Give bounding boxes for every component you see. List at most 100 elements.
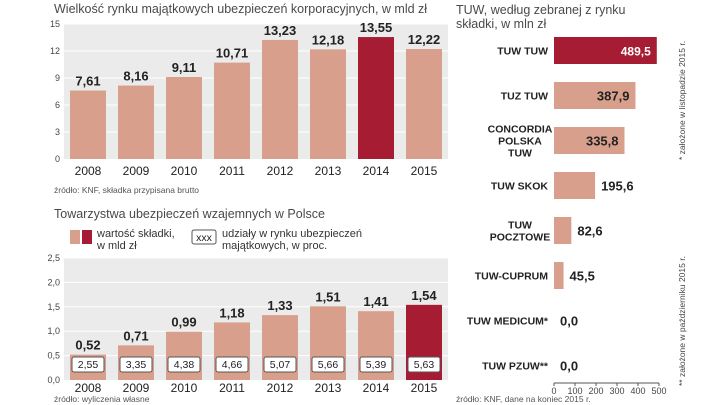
chart2-x-tick: 2013 <box>315 381 342 395</box>
chart2-value-label: 0,99 <box>171 315 196 330</box>
chart1-value-label: 13,55 <box>360 20 393 35</box>
chart3-value-label: 489,5 <box>621 45 651 59</box>
chart1-value-label: 9,11 <box>172 60 197 75</box>
chart2-value-label: 1,54 <box>411 288 437 303</box>
chart2-share-value: 5,66 <box>318 359 339 371</box>
chart3-category-label: TUW MEDICUM* <box>467 316 549 328</box>
chart3-bar <box>554 172 596 199</box>
legend-share-box <box>191 229 217 245</box>
chart2-value-label: 0,71 <box>123 328 148 343</box>
chart2-value-label: 0,52 <box>75 338 100 353</box>
chart1-x-tick: 2013 <box>315 164 342 178</box>
chart2-share-value: 3,35 <box>126 359 147 371</box>
chart1-value-label: 12,18 <box>312 32 345 47</box>
chart3-title: TUW, według zebranej z rynku składki, w m… <box>456 3 626 31</box>
chart2-x-tick: 2010 <box>171 381 198 395</box>
chart2-y-tick: 1,5 <box>47 302 60 312</box>
chart3-bar <box>554 82 636 109</box>
chart1-value-label: 12,22 <box>408 32 441 47</box>
chart1-x-tick: 2011 <box>219 164 245 178</box>
legend-premium-label: wartość składki, w mld zł <box>96 228 175 252</box>
chart3-categories: TUW TUW TUZ TUW CONCORDIA POLSKA TUW TUW SKOK… <box>467 46 553 373</box>
chart1-value-label: 8,16 <box>123 69 148 84</box>
chart2-share-box <box>263 356 297 373</box>
chart2-share-boxes: 2,55 3,35 4,38 4,66 5,07 5,66 5,39 5,63 <box>71 356 441 373</box>
chart2-y-axis: 0,0 0,5 1,0 1,5 2,0 2,5 <box>47 253 60 385</box>
chart3-category-label: TUW POCZTOWE <box>490 220 550 244</box>
chart2-value-label: 1,33 <box>267 298 292 313</box>
chart2-x-axis: 2008 2009 2010 2011 2012 2013 2014 2015 <box>75 381 438 395</box>
legend-swatch-premium-highlight <box>82 230 92 244</box>
chart2-share-box <box>407 356 441 373</box>
chart1-bar-2008 <box>70 90 106 159</box>
chart1-bar-2014 <box>358 37 394 159</box>
chart1-y-tick: 9 <box>55 73 60 83</box>
chart1-bar-2011 <box>214 62 250 159</box>
chart1-x-axis: 2008 2009 2010 2011 2012 2013 2014 2015 <box>75 164 438 178</box>
chart1-value-label: 13,23 <box>264 23 297 38</box>
chart2-share-value: 4,66 <box>222 359 243 371</box>
chart1-y-tick: 12 <box>50 46 60 56</box>
chart1-value-label: 10,71 <box>216 46 249 61</box>
chart1-x-tick: 2009 <box>123 164 150 178</box>
chart3-x-tick: 200 <box>588 386 603 396</box>
chart1-value-label: 7,61 <box>75 74 100 89</box>
chart2-share-box <box>359 356 393 373</box>
chart3-source: źródło: KNF, dane na koniec 2015 r. <box>456 394 591 404</box>
chart2-share-value: 5,63 <box>414 359 435 371</box>
chart1-title: Wielkość rynku majątkowych ubezpieczeń k… <box>54 2 427 16</box>
chart1-x-tick: 2015 <box>411 164 438 178</box>
chart1-y-tick: 6 <box>55 100 60 110</box>
chart3-bar <box>554 37 657 64</box>
chart3-x-axis: 0 100 200 300 400 500 <box>551 382 667 396</box>
chart3-x-tick: 300 <box>609 386 624 396</box>
chart3-x-tick: 100 <box>567 386 582 396</box>
chart3-bars: 489,5 387,9 335,8 195,6 82,6 45,5 0,0 0,0 <box>554 37 657 374</box>
chart3-category-label: TUW-CUPRUM <box>475 271 549 283</box>
chart1-bar-2015 <box>406 49 442 159</box>
chart3-category-label: TUW SKOK <box>491 181 549 193</box>
chart2-value-label: 1,51 <box>315 289 340 304</box>
chart2-share-value: 4,38 <box>174 359 195 371</box>
chart1-x-tick: 2014 <box>363 164 390 178</box>
chart1-bar-2013 <box>310 49 346 159</box>
chart3-value-label: 387,9 <box>597 89 630 104</box>
chart2-x-tick: 2008 <box>75 381 102 395</box>
chart1-x-tick: 2008 <box>75 164 102 178</box>
chart3-category-label: TUZ TUW <box>501 91 548 103</box>
chart3-value-label: 45,5 <box>570 269 595 284</box>
chart3-category-label: CONCORDIA POLSKA TUW <box>488 124 553 160</box>
chart2-share-value: 5,39 <box>366 359 387 371</box>
chart2-x-tick: 2014 <box>363 381 390 395</box>
chart2-legend: wartość składki, w mld zł xxx udziały w r… <box>70 228 362 252</box>
chart2-share-box <box>311 356 345 373</box>
chart2-value-label: 1,41 <box>363 294 388 309</box>
chart2-y-tick: 0,5 <box>47 351 60 361</box>
chart1-x-tick: 2010 <box>171 164 198 178</box>
chart1-y-tick: 3 <box>55 127 60 137</box>
chart3-bar <box>554 127 625 154</box>
chart3-note-november: * założone w listopadzie 2015 r. <box>677 41 687 160</box>
chart1-y-axis: 0 3 6 9 12 15 <box>50 19 60 164</box>
chart3-note-october: ** założone w październiku 2015 r. <box>677 256 687 386</box>
legend-share-label: udziały w rynku ubezpieczeń majątkowych, … <box>222 228 362 252</box>
chart2-share-box <box>71 356 105 373</box>
legend-swatch-premium <box>70 230 80 244</box>
chart2-x-tick: 2011 <box>219 381 245 395</box>
chart3-x-tick: 0 <box>551 386 556 396</box>
chart3-x-tick: 500 <box>651 386 666 396</box>
chart2-y-tick: 2,0 <box>47 277 60 287</box>
chart3-value-label: 0,0 <box>560 359 578 374</box>
chart2-x-tick: 2012 <box>267 381 294 395</box>
chart2-share-box <box>215 356 249 373</box>
chart1-y-tick: 15 <box>50 19 60 29</box>
chart2-title: Towarzystwa ubezpieczeń wzajemnych w Pol… <box>54 207 325 221</box>
chart2-y-tick: 2,5 <box>47 253 60 263</box>
chart2-y-tick: 0,0 <box>47 375 60 385</box>
chart1-bar-2009 <box>118 85 154 159</box>
chart2-y-tick: 1,0 <box>47 326 60 336</box>
chart2-x-tick: 2009 <box>123 381 150 395</box>
chart3-bar <box>554 217 572 244</box>
